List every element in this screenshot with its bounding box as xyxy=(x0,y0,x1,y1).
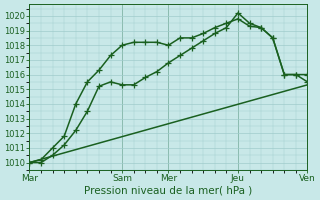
X-axis label: Pression niveau de la mer( hPa ): Pression niveau de la mer( hPa ) xyxy=(84,186,252,196)
